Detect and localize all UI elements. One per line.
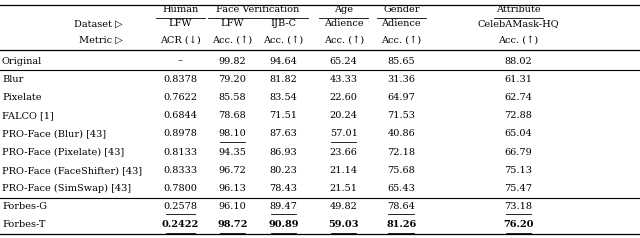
Text: 71.51: 71.51 xyxy=(269,111,298,120)
Text: 81.26: 81.26 xyxy=(386,220,417,229)
Text: 20.24: 20.24 xyxy=(330,111,358,120)
Text: 0.2422: 0.2422 xyxy=(162,220,199,229)
Text: 65.04: 65.04 xyxy=(504,129,532,139)
Text: 75.13: 75.13 xyxy=(504,166,532,175)
Text: Metric ▷: Metric ▷ xyxy=(79,35,123,45)
Text: 62.74: 62.74 xyxy=(504,93,532,102)
Text: 72.88: 72.88 xyxy=(504,111,532,120)
Text: Age: Age xyxy=(334,5,353,15)
Text: 79.20: 79.20 xyxy=(218,75,246,84)
Text: 21.51: 21.51 xyxy=(330,184,358,193)
Text: 86.93: 86.93 xyxy=(269,148,298,157)
Text: 22.60: 22.60 xyxy=(330,93,358,102)
Text: 59.03: 59.03 xyxy=(328,220,359,229)
Text: PRO-Face (Pixelate) [43]: PRO-Face (Pixelate) [43] xyxy=(2,148,124,157)
Text: Original: Original xyxy=(2,57,42,66)
Text: 96.10: 96.10 xyxy=(218,202,246,211)
Text: 0.7622: 0.7622 xyxy=(163,93,198,102)
Text: 85.58: 85.58 xyxy=(218,93,246,102)
Text: Pixelate: Pixelate xyxy=(2,93,42,102)
Text: Dataset ▷: Dataset ▷ xyxy=(74,20,123,29)
Text: Forbes-G: Forbes-G xyxy=(2,202,47,211)
Text: 98.10: 98.10 xyxy=(218,129,246,139)
Text: 94.35: 94.35 xyxy=(218,148,246,157)
Text: 0.8133: 0.8133 xyxy=(163,148,198,157)
Text: IJB-C: IJB-C xyxy=(271,20,296,29)
Text: 49.82: 49.82 xyxy=(330,202,358,211)
Text: FALCO [1]: FALCO [1] xyxy=(2,111,54,120)
Text: 0.8378: 0.8378 xyxy=(163,75,198,84)
Text: 71.53: 71.53 xyxy=(387,111,415,120)
Text: 90.89: 90.89 xyxy=(268,220,299,229)
Text: 21.14: 21.14 xyxy=(330,166,358,175)
Text: –: – xyxy=(178,57,183,66)
Text: 96.72: 96.72 xyxy=(218,166,246,175)
Text: CelebAMask-HQ: CelebAMask-HQ xyxy=(477,20,559,29)
Text: 75.47: 75.47 xyxy=(504,184,532,193)
Text: 23.66: 23.66 xyxy=(330,148,358,157)
Text: 40.86: 40.86 xyxy=(387,129,415,139)
Text: Adience: Adience xyxy=(381,20,421,29)
Text: 65.24: 65.24 xyxy=(330,57,358,66)
Text: Acc. (↑): Acc. (↑) xyxy=(324,35,364,45)
Text: Acc. (↑): Acc. (↑) xyxy=(212,35,252,45)
Text: 85.65: 85.65 xyxy=(387,57,415,66)
Text: 83.54: 83.54 xyxy=(269,93,298,102)
Text: 98.72: 98.72 xyxy=(217,220,248,229)
Text: 0.7800: 0.7800 xyxy=(164,184,197,193)
Text: Gender: Gender xyxy=(383,5,420,15)
Text: Adience: Adience xyxy=(324,20,364,29)
Text: 76.20: 76.20 xyxy=(503,220,534,229)
Text: Acc. (↑): Acc. (↑) xyxy=(499,35,538,45)
Text: 66.79: 66.79 xyxy=(504,148,532,157)
Text: LFW: LFW xyxy=(169,20,192,29)
Text: 0.8333: 0.8333 xyxy=(163,166,198,175)
Text: 0.2578: 0.2578 xyxy=(163,202,198,211)
Text: PRO-Face (Blur) [43]: PRO-Face (Blur) [43] xyxy=(2,129,106,139)
Text: PRO-Face (FaceShifter) [43]: PRO-Face (FaceShifter) [43] xyxy=(2,166,142,175)
Text: Human: Human xyxy=(163,5,198,15)
Text: 81.82: 81.82 xyxy=(269,75,298,84)
Text: 0.6844: 0.6844 xyxy=(163,111,198,120)
Text: 65.43: 65.43 xyxy=(387,184,415,193)
Text: 43.33: 43.33 xyxy=(330,75,358,84)
Text: Forbes-T: Forbes-T xyxy=(2,220,45,229)
Text: ACR (↓): ACR (↓) xyxy=(160,35,201,45)
Text: 88.02: 88.02 xyxy=(504,57,532,66)
Text: 72.18: 72.18 xyxy=(387,148,415,157)
Text: LFW: LFW xyxy=(221,20,244,29)
Text: 0.8978: 0.8978 xyxy=(164,129,197,139)
Text: 57.01: 57.01 xyxy=(330,129,358,139)
Text: Acc. (↑): Acc. (↑) xyxy=(381,35,421,45)
Text: 61.31: 61.31 xyxy=(504,75,532,84)
Text: 78.68: 78.68 xyxy=(218,111,246,120)
Text: 96.13: 96.13 xyxy=(218,184,246,193)
Text: Blur: Blur xyxy=(2,75,23,84)
Text: 75.68: 75.68 xyxy=(387,166,415,175)
Text: 87.63: 87.63 xyxy=(269,129,298,139)
Text: PRO-Face (SimSwap) [43]: PRO-Face (SimSwap) [43] xyxy=(2,184,131,193)
Text: Attribute: Attribute xyxy=(496,5,541,15)
Text: 99.82: 99.82 xyxy=(218,57,246,66)
Text: 31.36: 31.36 xyxy=(387,75,415,84)
Text: 78.43: 78.43 xyxy=(269,184,298,193)
Text: 80.23: 80.23 xyxy=(269,166,298,175)
Text: 64.97: 64.97 xyxy=(387,93,415,102)
Text: 78.64: 78.64 xyxy=(387,202,415,211)
Text: 94.64: 94.64 xyxy=(269,57,298,66)
Text: 89.47: 89.47 xyxy=(269,202,298,211)
Text: Face Verification: Face Verification xyxy=(216,5,300,15)
Text: Acc. (↑): Acc. (↑) xyxy=(264,35,303,45)
Text: 73.18: 73.18 xyxy=(504,202,532,211)
